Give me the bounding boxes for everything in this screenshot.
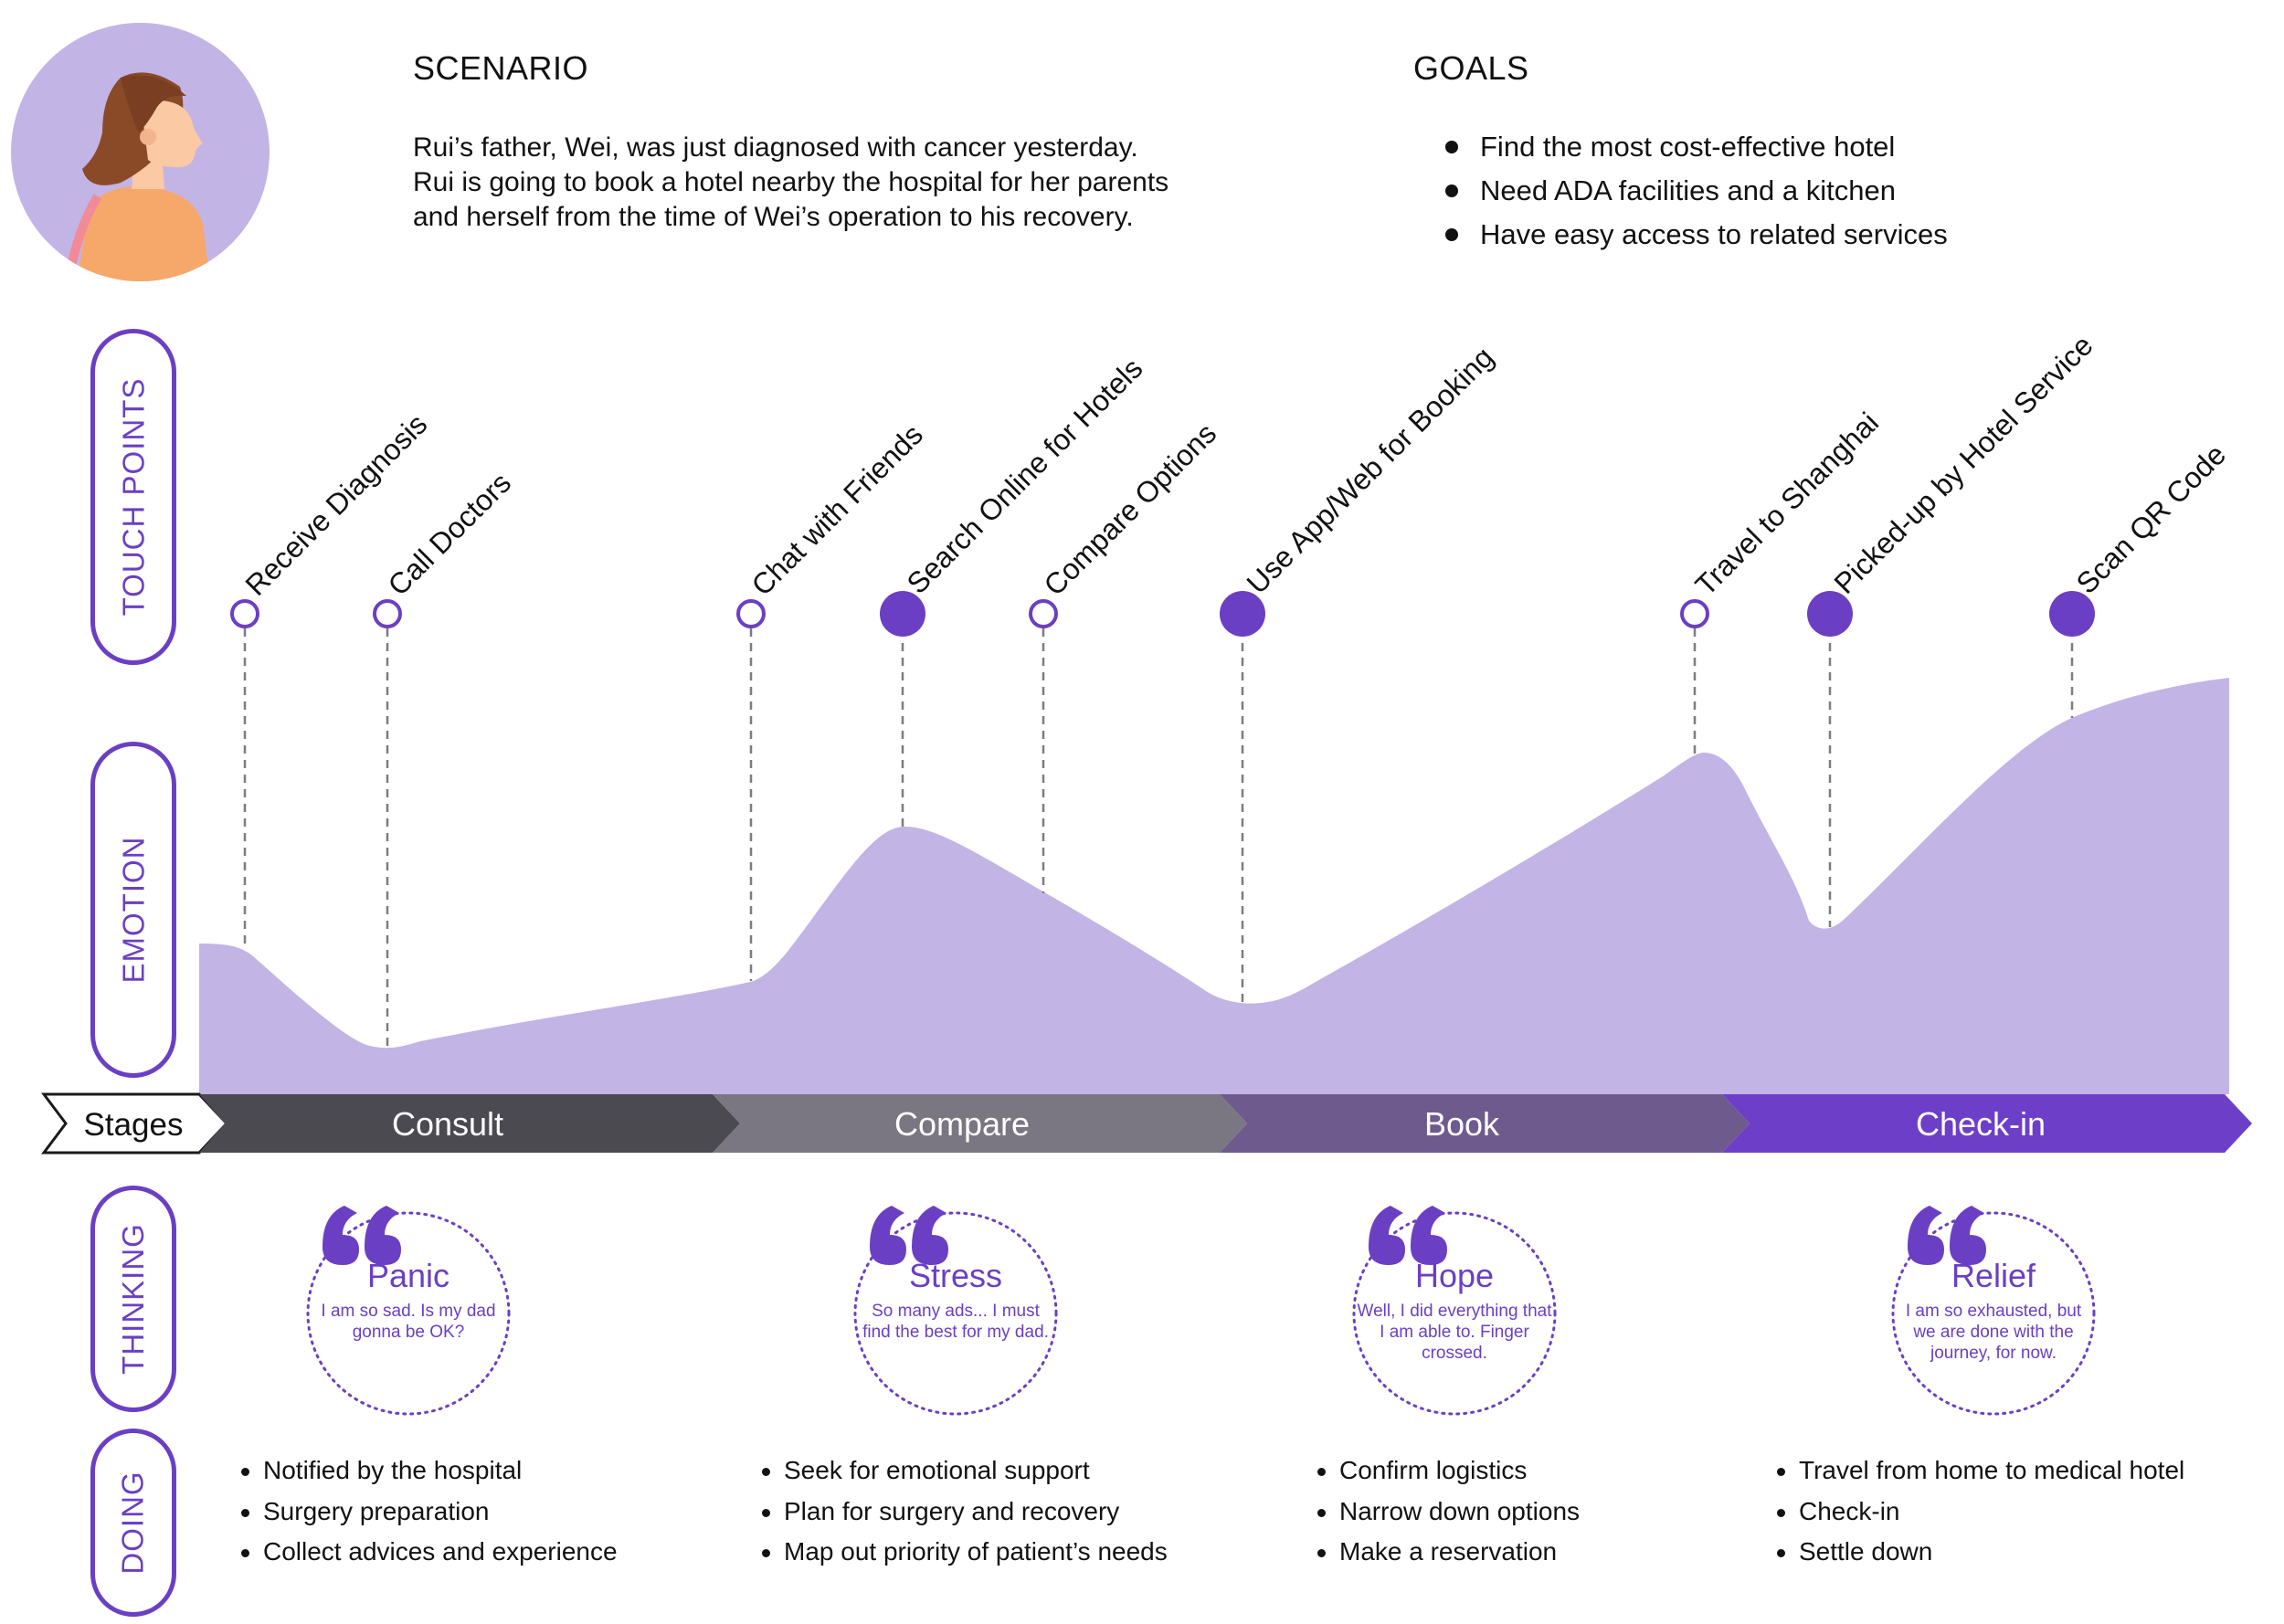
touch-point-marker: [373, 599, 402, 628]
thinking-quote: I am so exhausted, but we are done with …: [1905, 1302, 2082, 1363]
thinking-bubble: Relief I am so exhausted, but we are done…: [1871, 1178, 2145, 1434]
thinking-bubble: Stress So many ads... I must find the bes…: [833, 1178, 1107, 1434]
doing-item: Notified by the hospital: [239, 1450, 618, 1492]
thinking-quote: So many ads... I must find the best for …: [862, 1302, 1049, 1342]
touch-point-marker: [1029, 599, 1058, 628]
doing-item: Collect advices and experience: [239, 1532, 618, 1573]
thinking-emotion-title: Relief: [1951, 1257, 2036, 1294]
thinking-quote: I am so sad. Is my dad gonna be OK?: [321, 1302, 496, 1342]
stage-label-checkin: Check-in: [1916, 1105, 2046, 1143]
stage-compare: [713, 1094, 1247, 1153]
thinking-emotion-title: Stress: [908, 1257, 1003, 1294]
thinking-bubble: Panic I am so sad. Is my dad gonna be OK?: [286, 1178, 560, 1434]
doing-label: DOING: [90, 1429, 176, 1617]
doing-list-compare: Seek for emotional support Plan for surg…: [760, 1450, 1168, 1573]
thinking-emotion-title: Panic: [366, 1257, 450, 1294]
touch-point-label: Call Doctors: [381, 466, 517, 602]
touch-points-label: TOUCH POINTS: [90, 329, 176, 665]
stages-label: Stages: [84, 1107, 184, 1143]
goal-item: Need ADA facilities and a kitchen: [1436, 169, 1948, 213]
scenario-line: and herself from the time of Wei’s opera…: [413, 202, 1134, 232]
touch-point-label: Scan QR Code: [2069, 438, 2232, 600]
stage-book: [1220, 1094, 1750, 1153]
thinking-content: Panic I am so sad. Is my dad gonna be OK?: [290, 1257, 527, 1343]
touch-point-marker: [230, 599, 259, 628]
scenario-text: Rui’s father, Wei, was just diagnosed wi…: [413, 131, 1327, 235]
emotion-curve: [199, 678, 2229, 1094]
stage-label-compare: Compare: [894, 1105, 1030, 1143]
stages-bar: Stages Consult Compare Book Check-in: [41, 1092, 2252, 1155]
thinking-quote: Well, I did everything that I am able to…: [1357, 1302, 1552, 1363]
touch-point-label: Search Online for Hotels: [900, 352, 1148, 600]
thinking-content: Hope Well, I did everything that I am abl…: [1336, 1257, 1573, 1364]
scenario-line: Rui’s father, Wei, was just diagnosed wi…: [413, 132, 1138, 163]
doing-list-book: Confirm logistics Narrow down options Ma…: [1316, 1450, 1580, 1573]
touch-point-marker: [2049, 591, 2095, 637]
goal-item: Find the most cost-effective hotel: [1436, 125, 1948, 169]
doing-item: Settle down: [1775, 1532, 2184, 1573]
doing-item: Make a reservation: [1316, 1532, 1580, 1573]
touch-point-marker: [1807, 591, 1853, 637]
touch-point-marker: [1680, 599, 1709, 628]
thinking-content: Stress So many ads... I must find the bes…: [837, 1257, 1074, 1343]
doing-item: Map out priority of patient’s needs: [760, 1532, 1168, 1573]
stage-checkin: [1722, 1094, 2252, 1153]
doing-item: Confirm logistics: [1316, 1450, 1580, 1492]
stage-label-book: Book: [1424, 1105, 1500, 1143]
goals-heading: GOALS: [1413, 49, 1529, 87]
doing-list-consult: Notified by the hospital Surgery prepara…: [239, 1450, 618, 1573]
emotion-label: EMOTION: [90, 742, 176, 1078]
touch-point-label: Chat with Friends: [745, 417, 929, 602]
touch-point-label: Picked-up by Hotel Service: [1827, 329, 2099, 600]
doing-item: Check-in: [1775, 1492, 2184, 1533]
doing-list-checkin: Travel from home to medical hotel Check-…: [1775, 1450, 2184, 1573]
stage-label-consult: Consult: [392, 1105, 503, 1143]
doing-item: Surgery preparation: [239, 1492, 618, 1533]
thinking-emotion-title: Hope: [1414, 1257, 1495, 1294]
persona-avatar: [11, 23, 270, 281]
goal-item: Have easy access to related services: [1436, 213, 1948, 257]
thinking-label: THINKING: [90, 1186, 176, 1412]
touch-point-label: Use App/Web for Booking: [1240, 341, 1499, 600]
scenario-line: Rui is going to book a hotel nearby the …: [413, 167, 1169, 197]
doing-item: Seek for emotional support: [760, 1450, 1168, 1492]
goals-list: Find the most cost-effective hotel Need …: [1436, 125, 1948, 257]
doing-item: Narrow down options: [1316, 1492, 1580, 1533]
thinking-content: Relief I am so exhausted, but we are done…: [1875, 1257, 2112, 1364]
touch-point-marker: [736, 599, 766, 628]
stage-consult: [199, 1094, 740, 1153]
touch-point-marker: [1220, 591, 1265, 637]
thinking-bubble: Hope Well, I did everything that I am abl…: [1332, 1178, 1606, 1434]
touch-point-marker: [880, 591, 925, 637]
scenario-heading: SCENARIO: [413, 49, 589, 87]
doing-item: Travel from home to medical hotel: [1775, 1450, 2184, 1492]
doing-item: Plan for surgery and recovery: [760, 1492, 1168, 1533]
